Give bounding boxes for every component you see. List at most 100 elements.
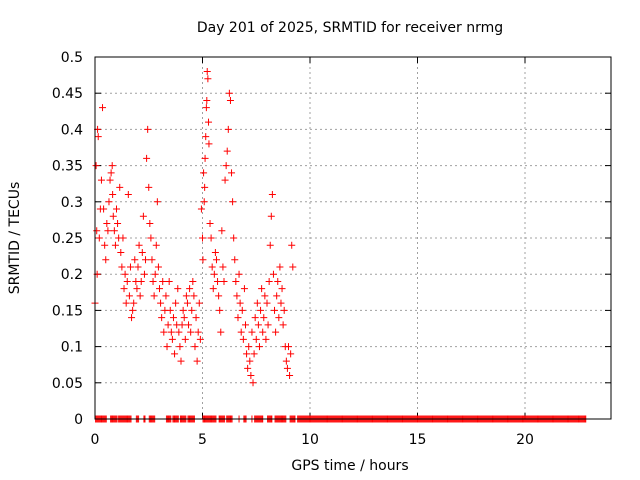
data-point [225,89,233,97]
data-point [202,133,210,141]
data-point [122,299,130,307]
data-point [172,299,180,307]
data-point [168,335,176,343]
data-point [235,270,243,278]
data-point [125,292,133,300]
data-point [139,212,147,220]
y-tick-label: 0.4 [61,122,83,138]
y-tick-label: 0.25 [52,231,83,247]
y-axis-label: SRMTID / TECUs [7,182,23,295]
data-point [226,96,234,104]
data-point [108,162,116,170]
data-point [187,328,195,336]
grid-lines [95,57,611,419]
data-point [279,321,287,329]
data-point [138,248,146,256]
data-point [176,343,184,351]
data-point [282,357,290,365]
data-point [130,299,138,307]
data-point [107,169,115,177]
data-point [230,234,238,242]
data-point [167,328,175,336]
data-point [233,292,241,300]
data-point [100,205,108,213]
data-point [216,306,224,314]
data-point [240,285,248,293]
data-point [119,234,127,242]
data-point [149,277,157,285]
data-point [271,306,279,314]
data-point [201,183,209,191]
y-tick-label: 0.2 [61,267,83,283]
data-point [157,299,165,307]
data-point [250,350,258,358]
data-point [182,292,190,300]
data-point [103,220,111,228]
y-tick-label: 0.35 [52,159,83,175]
data-point [203,67,211,75]
data-point [190,292,198,300]
data-point [120,285,128,293]
data-point [223,147,231,155]
data-point [160,328,168,336]
x-tick-label: 10 [301,432,319,448]
data-point [232,277,240,285]
data-point [101,241,109,249]
data-point [205,118,213,126]
y-tick-label: 0 [74,412,83,428]
data-point [197,205,205,213]
data-point [179,306,187,314]
data-point [231,256,239,264]
data-point [99,104,107,112]
data-point [272,328,280,336]
data-point [146,220,154,228]
data-point [106,176,114,184]
data-point [181,335,189,343]
data-point [261,292,269,300]
data-point [255,343,263,351]
data-point [214,277,222,285]
data-point [128,314,136,322]
data-point [205,140,213,148]
data-point [97,176,105,184]
y-tick-label: 0.3 [61,195,83,211]
data-point [104,227,112,235]
data-point [243,350,251,358]
chart-title: Day 201 of 2025, SRMTID for receiver nrm… [197,20,503,36]
data-point [196,335,204,343]
data-point [92,162,100,170]
data-point [248,328,256,336]
data-point [203,96,211,104]
data-point [178,321,186,329]
data-point [269,270,277,278]
data-point [208,263,216,271]
data-point [228,169,236,177]
data-point [234,314,242,322]
data-point [286,372,294,380]
data-point [252,335,260,343]
data-point [251,314,259,322]
data-point [288,241,296,249]
data-point [133,285,141,293]
data-point [210,270,218,278]
data-point [262,335,270,343]
data-point [185,321,193,329]
data-point [276,263,284,271]
data-point [206,220,214,228]
y-tick-label: 0.45 [52,86,83,102]
data-point [159,277,167,285]
tick-labels: 0 0.05 0.1 0.15 0.2 0.25 0.3 0.35 0.4 0.45 0.5 0 5 10… [52,50,534,448]
data-point [111,241,119,249]
data-point [186,285,194,293]
data-point [183,299,191,307]
data-point [114,220,122,228]
data-point [238,306,246,314]
data-point [135,241,143,249]
data-point [189,277,197,285]
data-point [263,299,271,307]
data-point [121,270,129,278]
data-point [202,104,210,112]
data-point [274,277,282,285]
data-point [236,299,244,307]
